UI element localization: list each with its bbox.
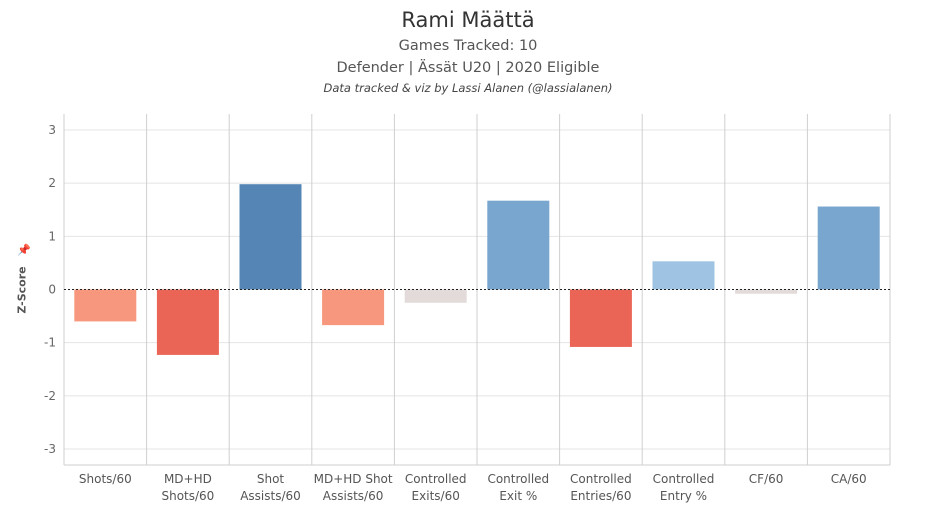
x-category-label: Controlled Exits/60 bbox=[405, 472, 467, 503]
bar bbox=[569, 289, 632, 347]
x-category-label: Controlled Entry % bbox=[653, 472, 715, 503]
games-tracked: Games Tracked: 10 bbox=[398, 38, 538, 54]
bar bbox=[487, 200, 550, 290]
y-tick-label: -1 bbox=[44, 336, 56, 350]
x-category-label: CA/60 bbox=[831, 472, 867, 486]
bar bbox=[404, 289, 467, 303]
bar bbox=[652, 261, 715, 290]
x-category-label: Controlled Entries/60 bbox=[570, 472, 632, 503]
x-category-label: MD+HD Shots/60 bbox=[161, 472, 214, 503]
player-info: Defender | Ässät U20 | 2020 Eligible bbox=[336, 60, 600, 76]
bar bbox=[239, 184, 302, 290]
x-category-label: Controlled Exit % bbox=[487, 472, 549, 503]
chart-title: Rami Määttä bbox=[401, 8, 535, 32]
y-tick-label: 1 bbox=[48, 229, 56, 243]
pin-icon[interactable]: 📌 bbox=[17, 243, 31, 257]
bar bbox=[322, 289, 385, 326]
bar bbox=[74, 289, 137, 322]
y-tick-label: 0 bbox=[48, 283, 56, 297]
y-tick-label: -3 bbox=[44, 442, 56, 456]
x-category-label: Shot Assists/60 bbox=[240, 472, 301, 503]
y-tick-label: 3 bbox=[48, 123, 56, 137]
x-category-label: MD+HD Shot Assists/60 bbox=[314, 472, 393, 503]
bar bbox=[156, 289, 219, 355]
bar bbox=[735, 289, 798, 294]
y-tick-label: -2 bbox=[44, 389, 56, 403]
credit-line: Data tracked & viz by Lassi Alanen (@las… bbox=[323, 81, 613, 95]
x-category-label: Shots/60 bbox=[79, 472, 132, 486]
y-tick-label: 2 bbox=[48, 176, 56, 190]
x-category-label: CF/60 bbox=[749, 472, 784, 486]
bar bbox=[817, 206, 880, 290]
